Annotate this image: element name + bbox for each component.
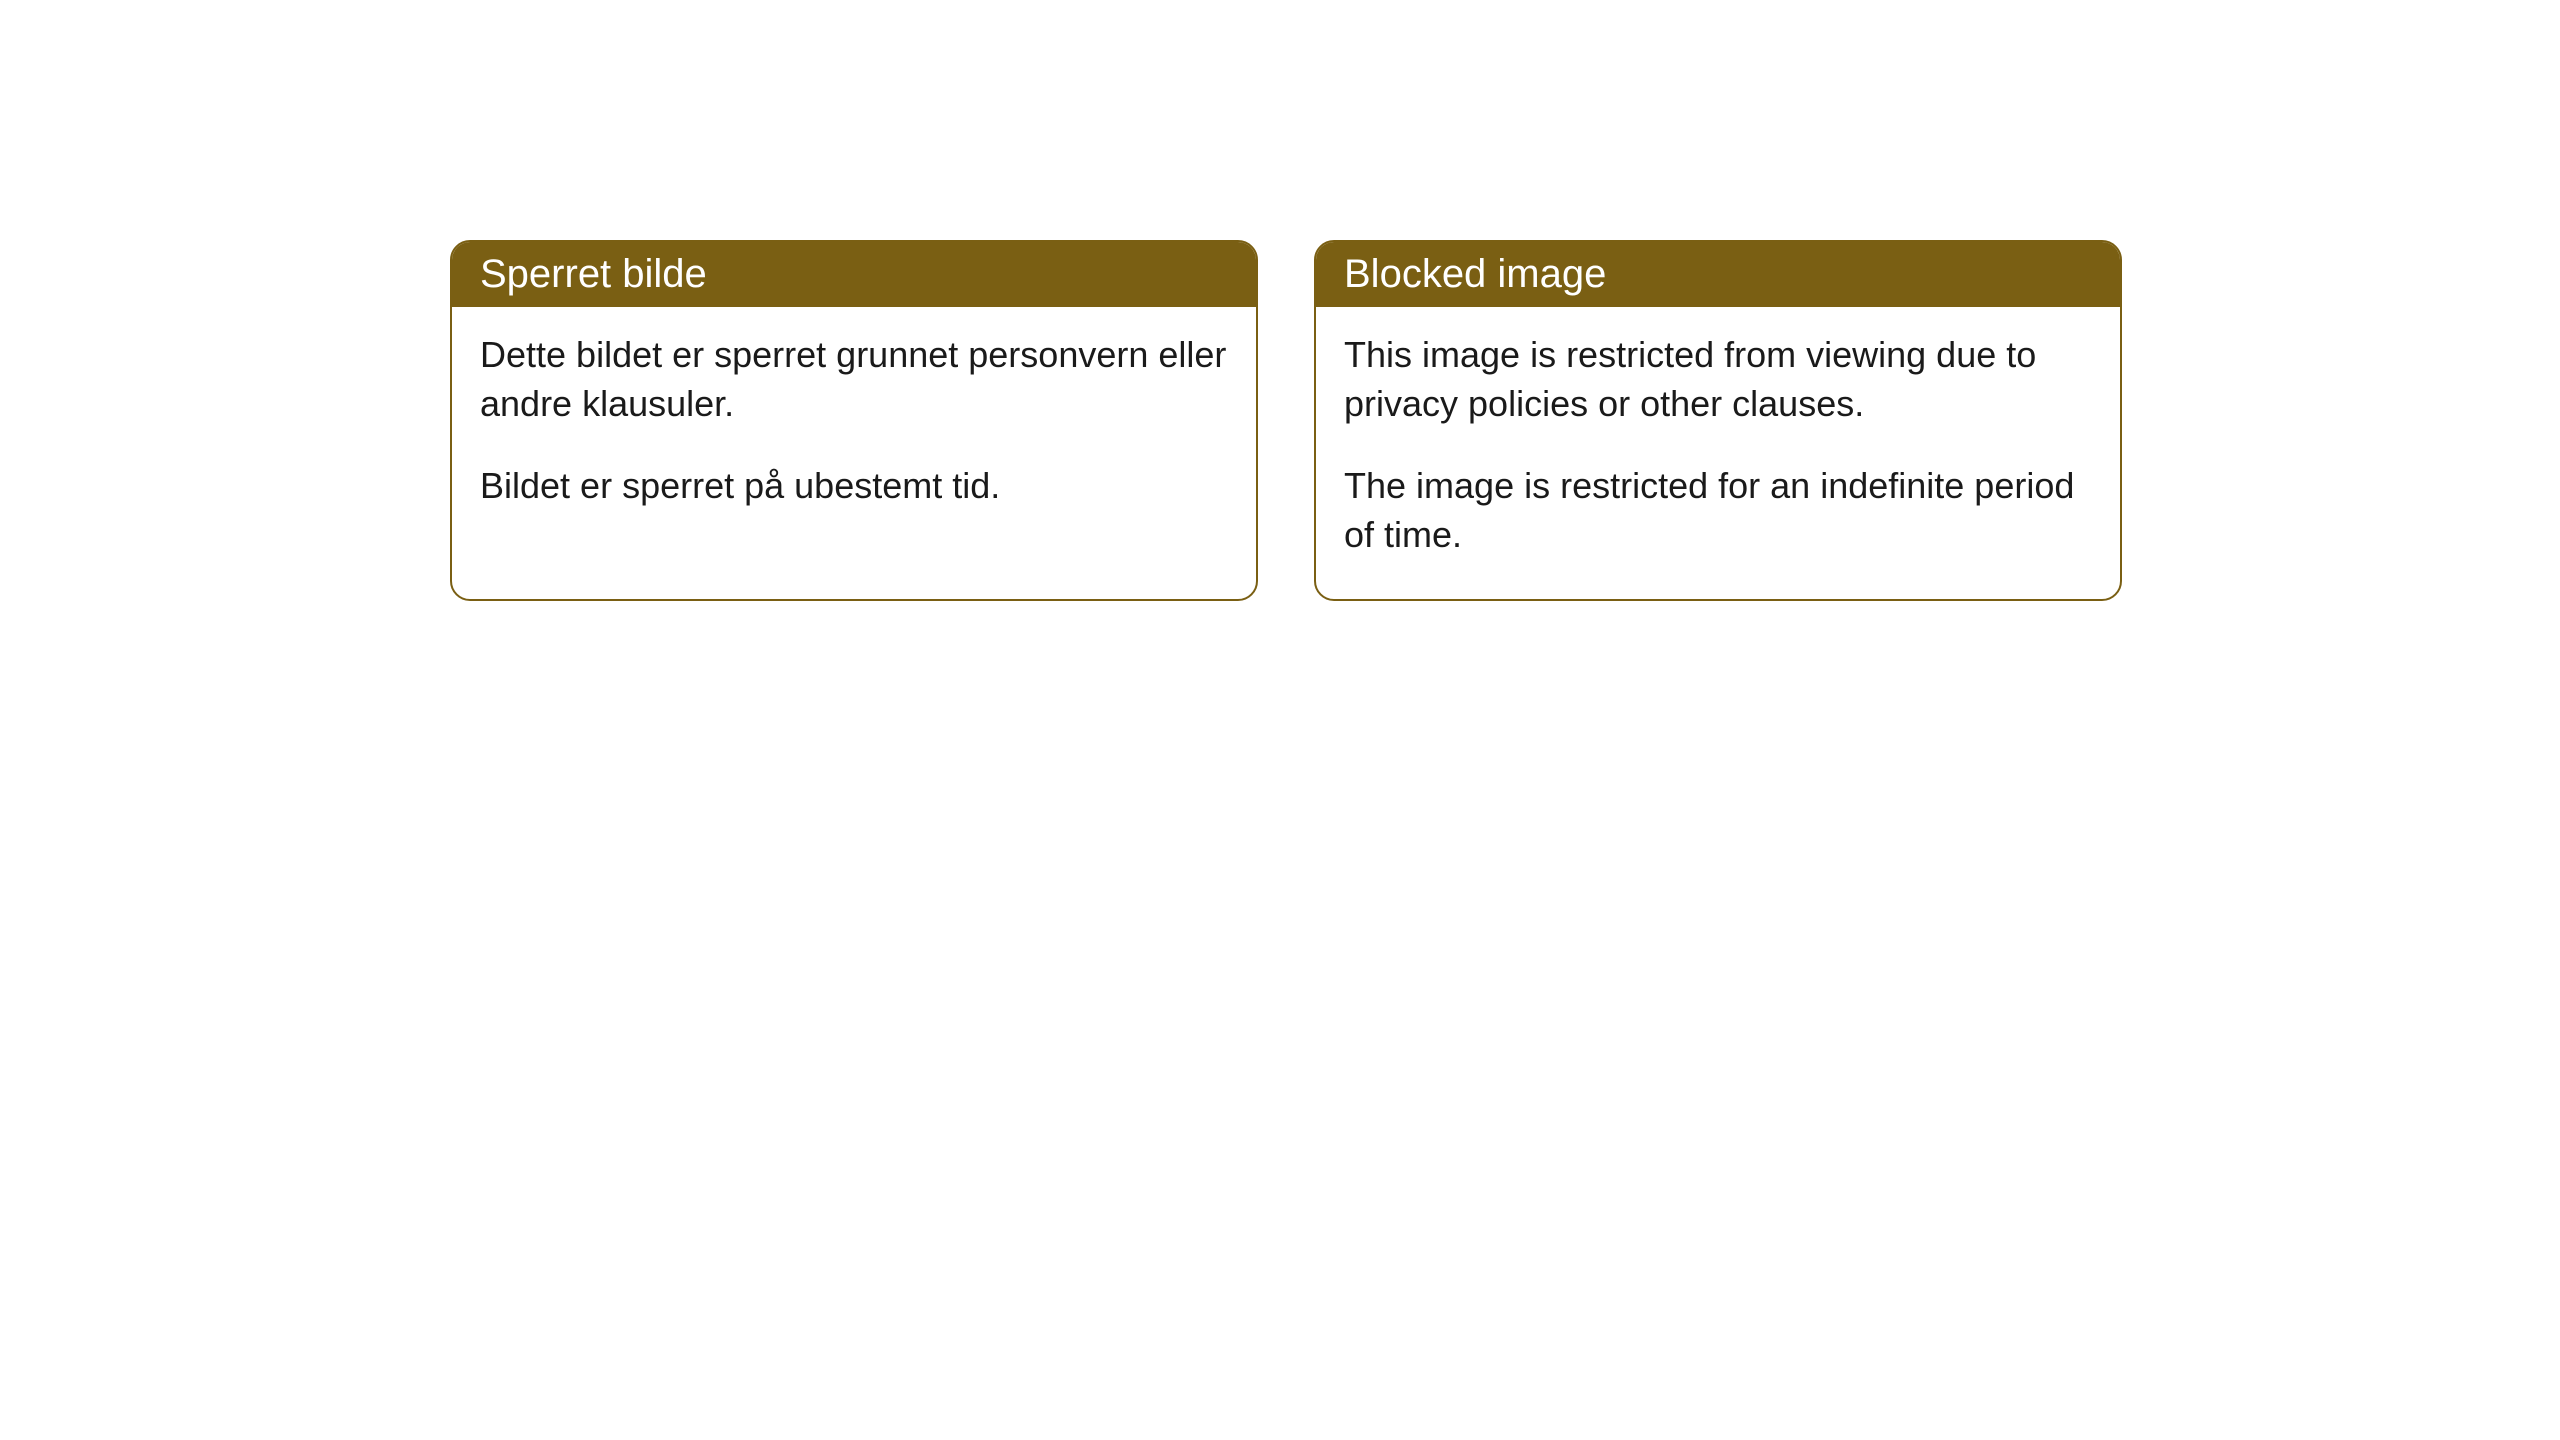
- card-body: Dette bildet er sperret grunnet personve…: [452, 307, 1256, 551]
- notice-container: Sperret bilde Dette bildet er sperret gr…: [0, 0, 2560, 601]
- card-title: Blocked image: [1316, 242, 2120, 307]
- card-body: This image is restricted from viewing du…: [1316, 307, 2120, 599]
- card-paragraph: The image is restricted for an indefinit…: [1344, 462, 2092, 559]
- card-paragraph: This image is restricted from viewing du…: [1344, 331, 2092, 428]
- card-paragraph: Bildet er sperret på ubestemt tid.: [480, 462, 1228, 511]
- card-title: Sperret bilde: [452, 242, 1256, 307]
- blocked-image-card-en: Blocked image This image is restricted f…: [1314, 240, 2122, 601]
- card-paragraph: Dette bildet er sperret grunnet personve…: [480, 331, 1228, 428]
- blocked-image-card-no: Sperret bilde Dette bildet er sperret gr…: [450, 240, 1258, 601]
